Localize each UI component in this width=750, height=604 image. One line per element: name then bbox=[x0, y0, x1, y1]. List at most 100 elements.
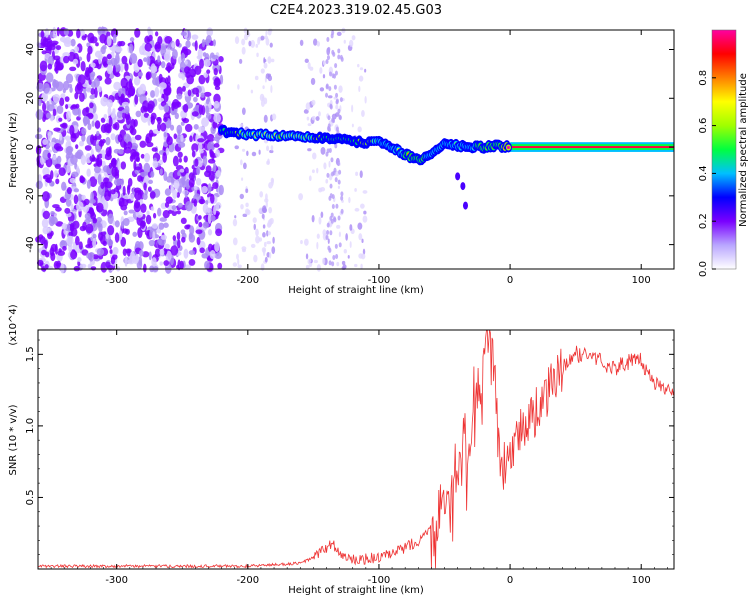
noise-speckle bbox=[182, 117, 190, 124]
noise-speckle bbox=[164, 35, 173, 44]
noise-speckle bbox=[80, 263, 87, 269]
noise-speckle bbox=[266, 240, 272, 245]
noise-speckle bbox=[92, 238, 97, 249]
noise-speckle bbox=[351, 35, 356, 41]
noise-speckle bbox=[303, 109, 309, 114]
spectrogram-signal-track bbox=[218, 124, 674, 210]
noise-speckle bbox=[360, 203, 365, 209]
noise-speckle bbox=[328, 160, 331, 168]
noise-speckle bbox=[354, 188, 357, 192]
noise-speckle bbox=[77, 193, 82, 203]
noise-speckle bbox=[305, 253, 309, 260]
noise-speckle bbox=[50, 170, 54, 180]
noise-speckle bbox=[200, 92, 205, 98]
noise-speckle bbox=[269, 217, 274, 225]
noise-speckle bbox=[84, 212, 91, 220]
noise-speckle bbox=[129, 125, 134, 134]
noise-speckle bbox=[70, 250, 78, 260]
noise-speckle bbox=[148, 251, 152, 261]
noise-speckle bbox=[313, 38, 318, 46]
noise-speckle bbox=[255, 235, 261, 244]
noise-speckle bbox=[42, 191, 50, 202]
noise-speckle bbox=[125, 114, 131, 125]
noise-speckle bbox=[166, 250, 172, 261]
noise-speckle bbox=[327, 238, 330, 244]
noise-speckle bbox=[218, 184, 224, 196]
noise-speckle bbox=[234, 36, 240, 44]
noise-speckle bbox=[128, 209, 135, 214]
noise-speckle bbox=[335, 203, 339, 209]
noise-speckle bbox=[240, 203, 244, 210]
noise-speckle bbox=[335, 104, 339, 110]
noise-speckle bbox=[193, 185, 198, 191]
noise-speckle bbox=[152, 77, 159, 86]
noise-speckle bbox=[163, 132, 167, 138]
noise-speckle bbox=[53, 55, 61, 61]
noise-speckle bbox=[196, 166, 201, 176]
noise-speckle bbox=[188, 250, 196, 255]
noise-speckle bbox=[194, 40, 198, 51]
noise-speckle bbox=[111, 166, 118, 178]
noise-speckle bbox=[204, 260, 210, 270]
noise-speckle bbox=[195, 229, 203, 235]
noise-speckle bbox=[52, 108, 57, 117]
noise-speckle bbox=[60, 263, 65, 274]
noise-speckle bbox=[359, 67, 364, 71]
snr-multiplier: (x10^4) bbox=[8, 304, 19, 345]
noise-speckle bbox=[198, 74, 206, 85]
noise-speckle bbox=[52, 26, 57, 36]
noise-speckle bbox=[95, 42, 99, 47]
noise-speckle bbox=[109, 249, 113, 254]
noise-speckle bbox=[110, 189, 116, 195]
noise-speckle bbox=[188, 172, 195, 181]
noise-speckle bbox=[147, 100, 155, 110]
noise-speckle bbox=[329, 230, 333, 236]
noise-speckle bbox=[213, 67, 218, 76]
noise-speckle bbox=[345, 233, 348, 241]
noise-speckle bbox=[35, 109, 44, 120]
noise-speckle bbox=[196, 55, 203, 60]
noise-speckle bbox=[114, 72, 121, 78]
noise-speckle bbox=[270, 85, 273, 94]
noise-speckle bbox=[176, 101, 182, 108]
noise-speckle bbox=[55, 81, 64, 92]
noise-speckle bbox=[47, 227, 53, 232]
noise-speckle bbox=[96, 130, 100, 137]
noise-speckle bbox=[64, 96, 70, 102]
noise-speckle bbox=[147, 179, 153, 185]
x-tick-label: -100 bbox=[368, 575, 391, 586]
noise-speckle bbox=[181, 236, 186, 243]
noise-speckle bbox=[185, 201, 193, 212]
noise-speckle bbox=[189, 135, 193, 143]
noise-speckle bbox=[81, 134, 86, 142]
noise-speckle bbox=[146, 210, 150, 216]
noise-speckle bbox=[112, 246, 119, 255]
noise-speckle bbox=[76, 201, 84, 212]
noise-speckle bbox=[165, 147, 170, 156]
noise-speckle bbox=[313, 259, 318, 264]
noise-speckle bbox=[106, 59, 113, 65]
noise-speckle bbox=[212, 182, 219, 190]
noise-speckle bbox=[266, 222, 272, 228]
noise-speckle bbox=[89, 176, 98, 188]
noise-speckle bbox=[102, 240, 107, 247]
noise-speckle bbox=[81, 194, 86, 200]
noise-speckle bbox=[112, 123, 118, 130]
noise-speckle bbox=[322, 257, 326, 265]
noise-speckle bbox=[214, 241, 220, 253]
noise-speckle bbox=[65, 197, 72, 207]
noise-speckle bbox=[55, 45, 62, 51]
noise-speckle bbox=[137, 227, 143, 239]
y-tick-label: 40 bbox=[25, 43, 36, 56]
noise-speckle bbox=[239, 193, 244, 200]
noise-speckle bbox=[258, 149, 261, 155]
noise-speckle bbox=[149, 229, 153, 239]
snr-x-ticks: -300 -200 -100 0 100 bbox=[50, 330, 668, 586]
noise-speckle bbox=[157, 237, 162, 246]
noise-speckle bbox=[123, 194, 132, 200]
noise-speckle bbox=[50, 243, 58, 252]
noise-speckle bbox=[213, 113, 221, 124]
noise-speckle bbox=[316, 264, 321, 272]
noise-speckle bbox=[334, 143, 338, 149]
noise-speckle bbox=[311, 115, 316, 121]
